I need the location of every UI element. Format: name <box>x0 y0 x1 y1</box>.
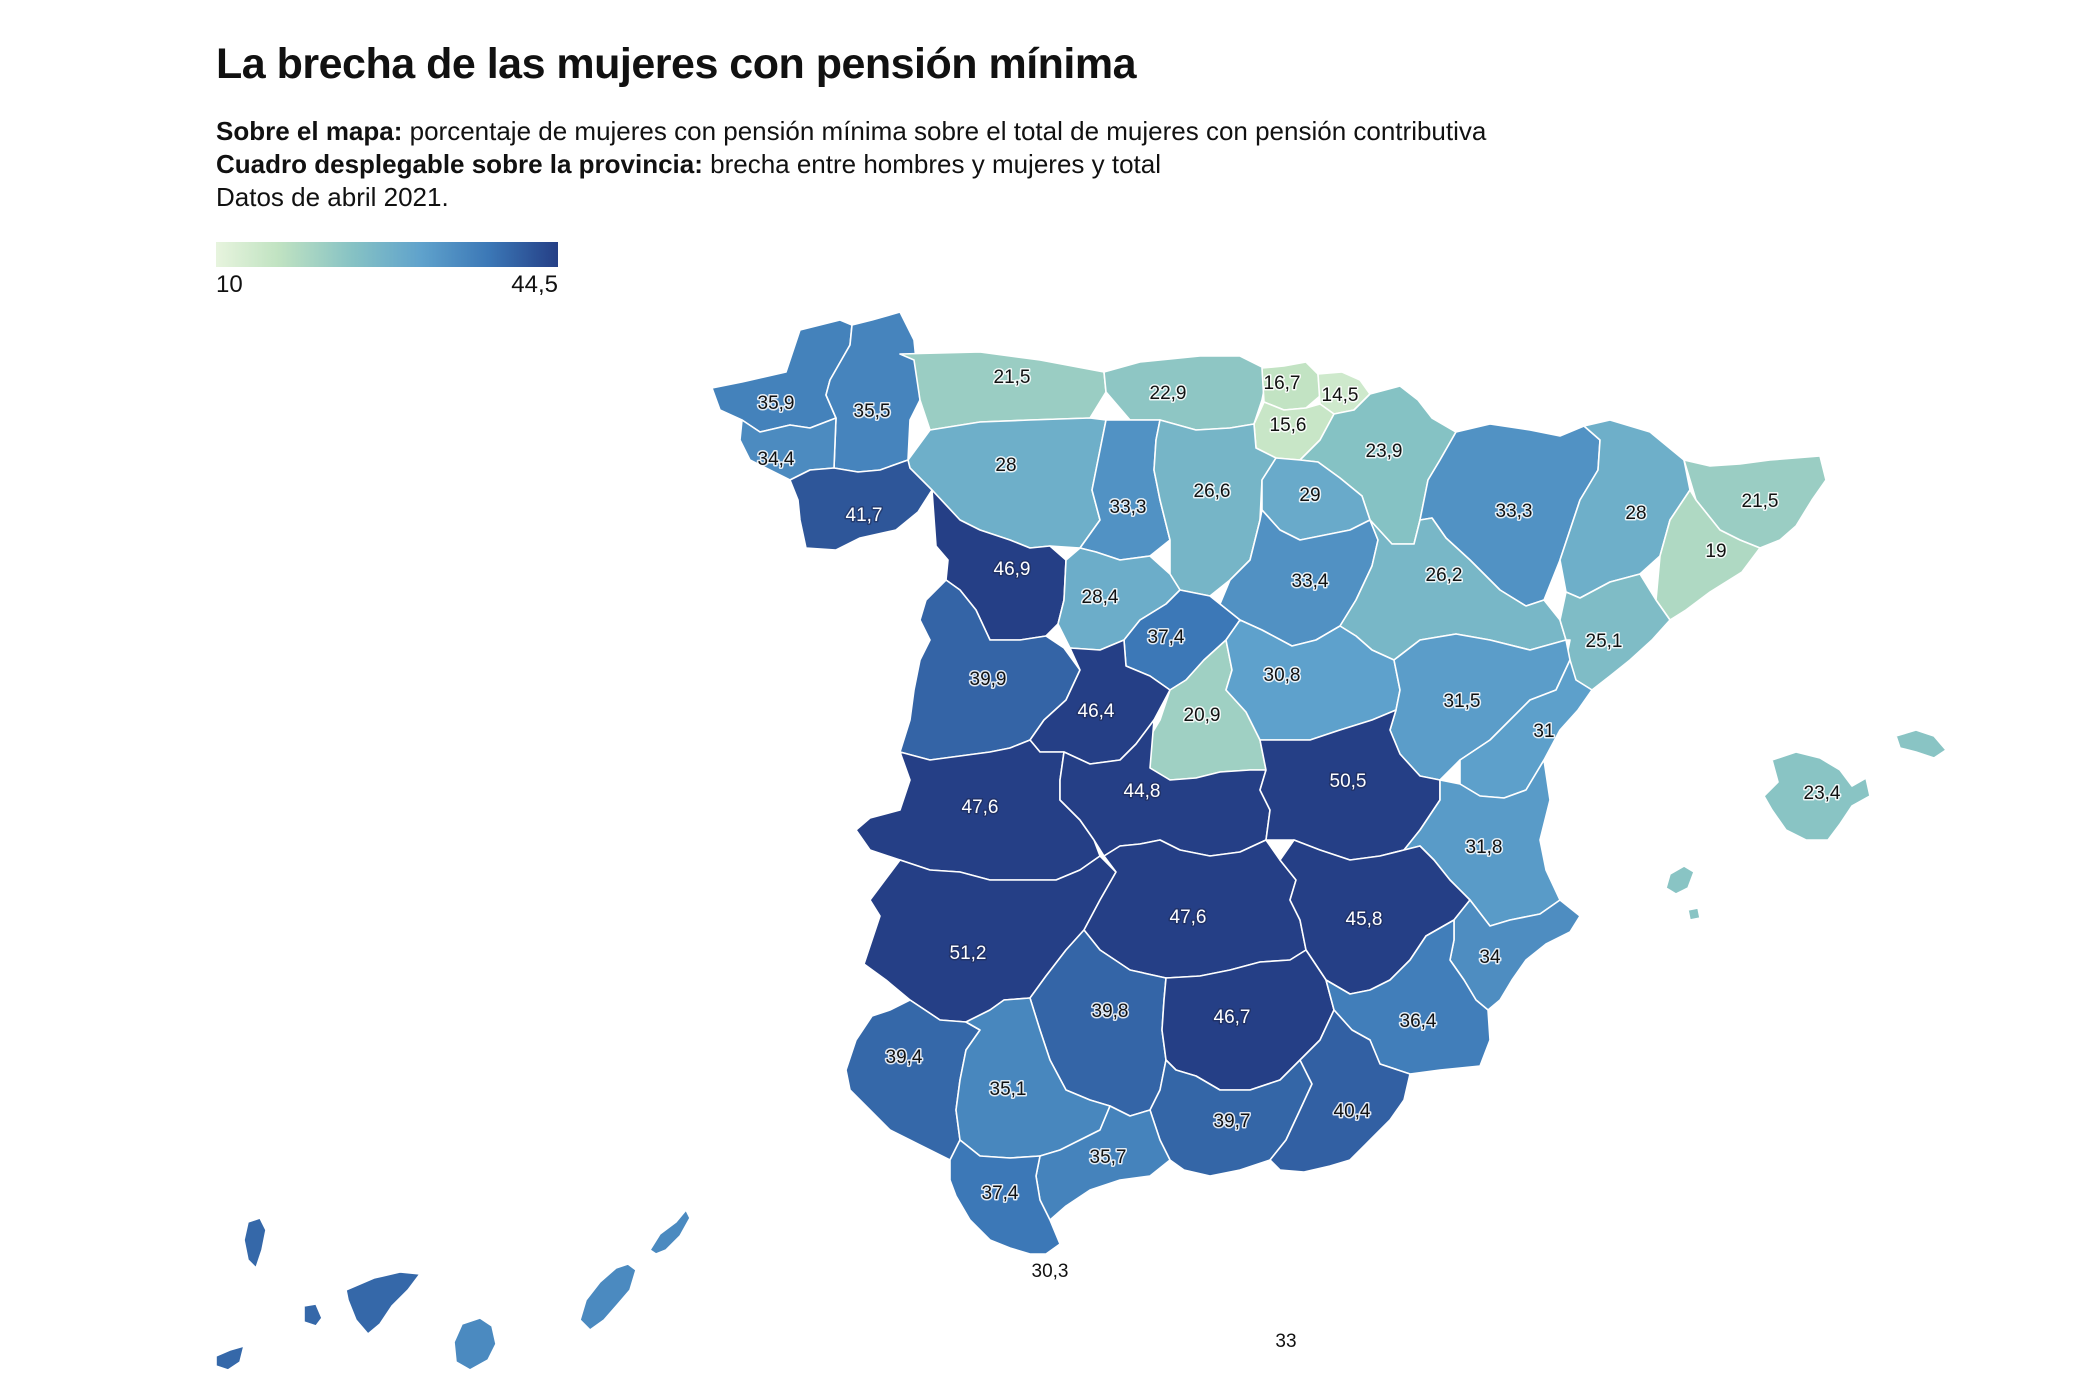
province-label-zaragoza: 26,2 <box>1426 565 1463 586</box>
province-label-girona: 21,5 <box>1742 491 1779 512</box>
province-label-caceres: 47,6 <box>962 797 999 818</box>
province-label-avila: 46,4 <box>1078 701 1115 722</box>
province-layer <box>215 311 1947 1371</box>
color-legend: 10 44,5 <box>216 242 558 298</box>
chart-header: La brecha de las mujeres con pensión mín… <box>216 40 1916 214</box>
subtitle-map-text: porcentaje de mujeres con pensión mínima… <box>402 116 1487 146</box>
province-label-segovia: 37,4 <box>1148 627 1185 648</box>
province-label-valencia: 31,8 <box>1466 837 1503 858</box>
chart-title: La brecha de las mujeres con pensión mín… <box>216 40 1137 88</box>
province-coruna[interactable] <box>711 319 853 433</box>
province-label-sevilla: 35,1 <box>990 1079 1027 1100</box>
province-label-salamanca: 39,9 <box>970 669 1007 690</box>
subtitle-date: Datos de abril 2021. <box>216 182 449 212</box>
province-label-teruel: 31,5 <box>1444 691 1481 712</box>
subtitle-line-popup: Cuadro desplegable sobre la provincia: b… <box>216 148 1916 181</box>
province-label-guadalajara: 30,8 <box>1264 665 1301 686</box>
province-label-castellon: 31 <box>1533 721 1554 742</box>
province-label-ciudadreal: 47,6 <box>1170 907 1207 928</box>
province-label-lugo: 35,5 <box>854 401 891 422</box>
province-label-murcia: 36,4 <box>1400 1011 1437 1032</box>
province-label-cordoba: 39,8 <box>1092 1001 1129 1022</box>
province-label-palencia: 33,3 <box>1110 497 1147 518</box>
province-label-huelva: 39,4 <box>886 1047 923 1068</box>
subtitle-popup-label: Cuadro desplegable sobre la provincia: <box>216 149 703 179</box>
legend-max-label: 44,5 <box>511 271 558 298</box>
province-label-larioja: 29 <box>1299 485 1320 506</box>
province-label-burgos: 26,6 <box>1194 481 1231 502</box>
province-tenerife[interactable] <box>215 1217 421 1371</box>
province-label-ceuta: 30,3 <box>1032 1261 1069 1282</box>
province-baleares[interactable] <box>1665 729 1947 921</box>
province-ourense[interactable] <box>789 459 933 551</box>
province-castellon[interactable] <box>1459 659 1593 799</box>
province-label-soria: 33,4 <box>1292 571 1329 592</box>
legend-min-label: 10 <box>216 271 243 298</box>
subtitle-map-label: Sobre el mapa: <box>216 116 403 146</box>
province-label-zamora: 46,9 <box>994 559 1031 580</box>
chart-subtitle: Sobre el mapa: porcentaje de mujeres con… <box>216 115 1916 214</box>
province-zamora[interactable] <box>931 489 1067 641</box>
province-label-alicante: 34 <box>1479 947 1501 968</box>
province-label-tarragona: 25,1 <box>1586 631 1623 652</box>
province-label-layer: 35,9 35,5 34,4 41,7 21,5 22,9 16,7 14,5 15,6 23,9… <box>756 366 1842 1353</box>
province-almeria[interactable] <box>1269 1009 1411 1173</box>
subtitle-popup-text: brecha entre hombres y mujeres y total <box>702 149 1162 179</box>
province-label-navarra: 23,9 <box>1366 441 1403 462</box>
province-label-guipuzcoa: 14,5 <box>1322 385 1359 406</box>
province-laspalmas[interactable] <box>453 1209 691 1371</box>
province-barcelona[interactable] <box>1655 489 1761 621</box>
province-label-jaen: 46,7 <box>1214 1007 1251 1028</box>
province-cadiz[interactable] <box>949 1139 1061 1255</box>
province-label-albacete: 45,8 <box>1346 909 1383 930</box>
subtitle-line-map: Sobre el mapa: porcentaje de mujeres con… <box>216 115 1916 148</box>
province-label-asturias: 21,5 <box>994 367 1031 388</box>
province-label-lleida: 28 <box>1625 503 1646 524</box>
province-label-cadiz: 37,4 <box>982 1183 1019 1204</box>
province-label-leon: 28 <box>995 455 1016 476</box>
legend-labels: 10 44,5 <box>216 267 558 298</box>
province-leon[interactable] <box>907 417 1107 549</box>
province-label-cuenca: 50,5 <box>1330 771 1367 792</box>
legend-gradient-bar <box>216 242 558 267</box>
province-label-barcelona: 19 <box>1705 541 1726 562</box>
province-label-alava: 15,6 <box>1270 415 1307 436</box>
province-label-granada: 39,7 <box>1214 1111 1251 1132</box>
province-tarragona[interactable] <box>1559 573 1671 691</box>
province-label-cantabria: 22,9 <box>1150 383 1187 404</box>
province-label-valladolid: 28,4 <box>1082 587 1119 608</box>
province-label-baleares: 23,4 <box>1804 783 1841 804</box>
province-label-vizcaya: 16,7 <box>1264 373 1301 394</box>
province-label-ourense: 41,7 <box>846 505 883 526</box>
province-label-almeria: 40,4 <box>1334 1101 1371 1122</box>
province-label-malaga: 35,7 <box>1090 1147 1127 1168</box>
province-label-toledo: 44,8 <box>1124 781 1161 802</box>
province-label-madrid: 20,9 <box>1184 705 1221 726</box>
province-label-melilla: 33 <box>1275 1331 1296 1352</box>
province-label-pontevedra: 34,4 <box>758 449 795 470</box>
province-label-coruna: 35,9 <box>758 393 795 414</box>
province-label-badajoz: 51,2 <box>950 943 987 964</box>
province-label-huesca: 33,3 <box>1496 501 1533 522</box>
